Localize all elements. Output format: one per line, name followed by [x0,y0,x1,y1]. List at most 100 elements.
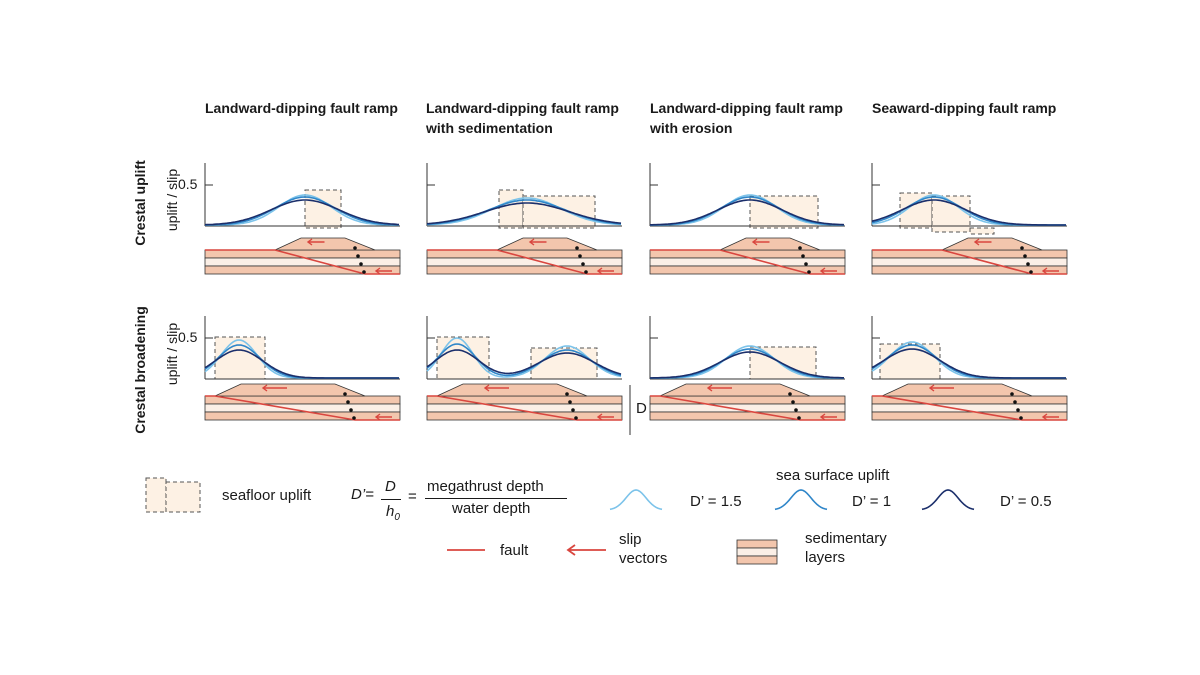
axis-label-uplift-slip-2: uplift / slip [164,322,180,386]
legend-curve-label-3: D’ = 0.5 [1000,493,1052,510]
sediment-layer-r2c4-3 [871,411,1068,421]
formula-lhs: D’= [351,486,374,503]
seafloor-uplift-box-r2c2-1 [436,336,490,380]
formula-rhs-numerator: megathrust depth [427,478,544,495]
sea-surface-curve-r1c1-1 [205,194,400,226]
slip-vector-r2c2-1 [596,413,614,421]
hinge-dot-r2c2-3 [571,408,575,412]
hinge-dot-r1c2-1 [575,246,579,250]
hinge-dot-r1c1-1 [353,246,357,250]
slip-vector-r2c1-2 [261,384,287,392]
fault-line-r1c4 [872,249,1067,275]
slip-vector-r1c2-2 [528,238,547,246]
hinge-dot-r2c4-3 [1016,408,1020,412]
hinge-dot-r1c3-1 [798,246,802,250]
legend-slip-label-1: slip [619,531,642,548]
fault-line-r1c2 [427,249,622,275]
seafloor-uplift-box-r1c4-3 [969,227,995,235]
hinge-dot-r2c3-3 [794,408,798,412]
formula-rhs-bar [425,498,567,499]
fault-line-r1c1 [205,249,400,275]
sea-surface-curve-r2c1-3 [204,349,399,379]
sea-surface-curve-r1c1-2 [205,196,400,226]
y-tick-0-5-row2: 0.5 [178,329,198,345]
fault-line-r1c3 [650,249,845,275]
row-label-crestal-uplift: Crestal uplift [132,160,148,246]
formula-equals: = [408,488,417,505]
formula-rhs-denominator: water depth [452,500,531,517]
hinge-dot-r1c3-2 [801,254,805,258]
sediment-layer-r1c1-3 [204,265,401,275]
depth-marker-label: D [636,400,647,417]
sediment-layer-r2c1-3 [204,411,401,421]
slip-vector-r1c2-1 [596,267,614,275]
hinge-dot-r2c2-2 [568,400,572,404]
hinge-dot-r2c1-4 [352,416,356,420]
legend-curve-swatch-1 [609,489,663,511]
legend-uplift-box-1 [145,477,167,513]
hinge-dot-r1c4-1 [1020,246,1024,250]
hinge-dot-r1c1-4 [362,270,366,274]
sea-surface-curve-r1c4-3 [871,199,1066,226]
sea-surface-curve-r2c3-3 [650,351,844,379]
formula-denominator: h0 [386,503,400,523]
hinge-dot-r2c1-1 [343,392,347,396]
sediment-layer-r1c1-2 [204,257,401,267]
slip-vector-r1c3-2 [751,238,770,246]
fault-line-r2c4 [872,395,1067,421]
ramp-layer-r1c2 [496,237,598,251]
ramp-layer-r1c3 [719,237,821,251]
hinge-dot-r1c2-3 [581,262,585,266]
sediment-layer-r1c2-2 [426,257,623,267]
ramp-layer-r2c3 [659,383,811,397]
seafloor-uplift-box-r1c2-2 [522,195,596,229]
sea-surface-curve-r1c1-3 [204,199,400,226]
fault-line-r2c3 [650,395,845,421]
ramp-layer-r2c4 [881,383,1033,397]
hinge-dot-r2c3-2 [791,400,795,404]
sediment-layer-r1c3-2 [649,257,846,267]
hinge-dot-r1c2-2 [578,254,582,258]
formula-numerator: D [385,478,396,495]
slip-vector-r1c3-1 [819,267,837,275]
hinge-dot-r2c1-3 [349,408,353,412]
sea-surface-curve-r1c3-1 [650,194,845,226]
hinge-dot-r1c1-2 [356,254,360,258]
legend-sed-layer-2 [736,547,778,557]
sea-surface-curve-r1c2-1 [427,197,622,226]
sea-surface-curve-r1c3-2 [650,196,845,226]
hinge-dot-r2c2-1 [565,392,569,396]
legend-curve-label-1: D’ = 1.5 [690,493,742,510]
sea-surface-curve-r1c2-3 [426,202,622,225]
sea-surface-curve-r2c4-3 [871,348,1066,379]
hinge-dot-r2c3-1 [788,392,792,396]
legend-sed-label-2: layers [805,549,846,566]
hinge-dot-r1c2-4 [584,270,588,274]
sediment-layer-r2c2-3 [426,411,623,421]
column-title-3: Landward-dipping fault ramp with erosion [650,100,843,136]
hinge-dot-r1c4-3 [1026,262,1030,266]
sediment-layer-r1c3-3 [649,265,846,275]
slip-vector-r1c1-1 [374,267,392,275]
legend-curve-swatch-2 [774,489,828,511]
formula-fraction-bar [381,499,401,500]
hinge-dot-r1c4-2 [1023,254,1027,258]
slip-vector-r2c2-2 [483,384,509,392]
hinge-dot-r1c3-3 [804,262,808,266]
legend-sed-label-1: sedimentary [805,530,887,547]
slip-vector-r2c1-1 [374,413,392,421]
column-title-4: Seaward-dipping fault ramp [872,100,1057,116]
y-tick-0-5-row1: 0.5 [178,176,198,192]
legend-curve-swatch-3 [921,489,975,511]
axis-label-uplift-slip-1: uplift / slip [164,168,180,232]
legend-slip-label-2: vectors [619,550,668,567]
ramp-layer-r1c1 [274,237,376,251]
slip-vector-r1c4-1 [1041,267,1059,275]
sea-surface-curve-r2c2-3 [426,349,622,375]
sediment-layer-r1c4-3 [871,265,1068,275]
column-title-1: Landward-dipping fault ramp [205,100,398,116]
slip-vector-r2c3-1 [819,413,837,421]
legend-sed-layer-1 [736,539,778,549]
ramp-layer-r2c1 [214,383,366,397]
hinge-dot-r2c2-4 [574,416,578,420]
